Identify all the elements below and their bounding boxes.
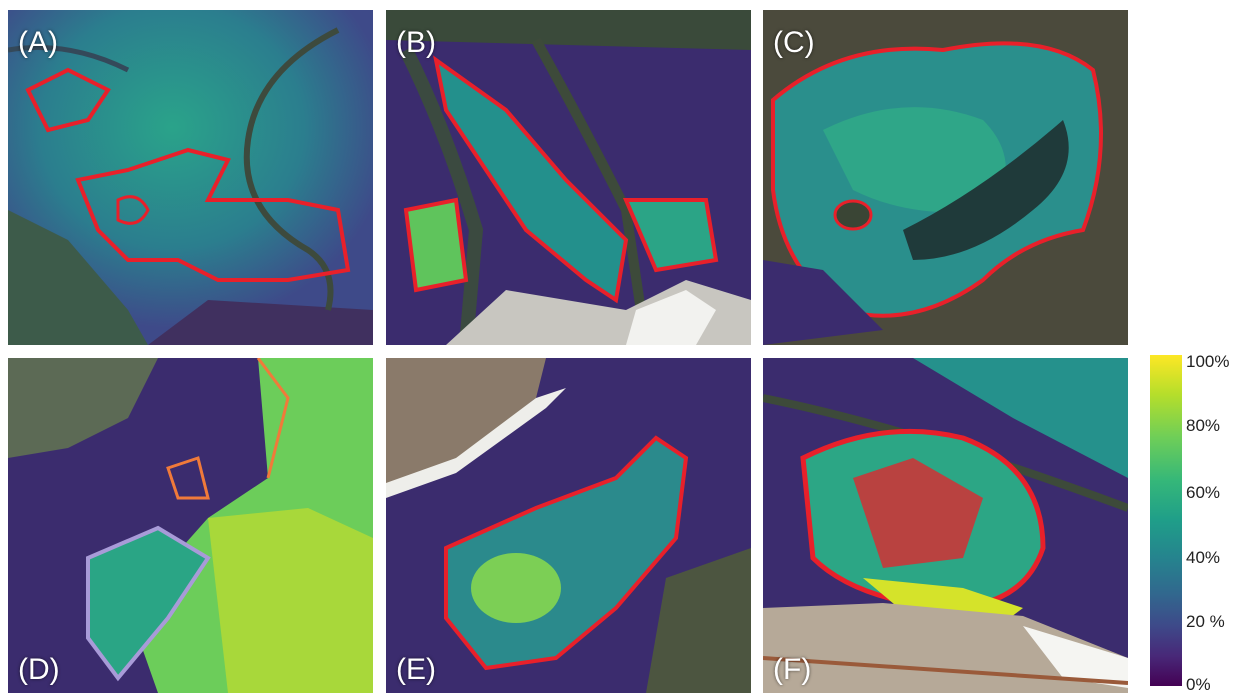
panel-a-image: [8, 10, 373, 345]
panel-b-image: [386, 10, 751, 345]
colorbar-tick-60: 60%: [1186, 483, 1221, 502]
panel-f: (F): [763, 358, 1128, 693]
colorbar-tick-20: 20 %: [1186, 612, 1225, 631]
panel-d-label: (D): [18, 653, 60, 686]
panel-c-label: (C): [773, 26, 815, 59]
panel-e-image: [386, 358, 751, 693]
panel-c-image: [763, 10, 1128, 345]
panel-b-label: (B): [396, 26, 436, 59]
panel-d-image: [8, 358, 373, 693]
panel-e: (E): [386, 358, 751, 693]
panel-f-label: (F): [773, 653, 812, 686]
colorbar: [1150, 355, 1182, 686]
panel-f-image: [763, 358, 1128, 693]
colorbar-tick-40: 40%: [1186, 548, 1221, 567]
panel-a-label: (A): [18, 26, 58, 59]
panel-e-label: (E): [396, 653, 436, 686]
panel-d: (D): [8, 358, 373, 693]
panel-b: (B): [386, 10, 751, 345]
colorbar-tick-80: 80%: [1186, 416, 1221, 435]
colorbar-tick-0: 0%: [1186, 675, 1211, 694]
colorbar-tick-100: 100%: [1186, 352, 1230, 371]
panel-c: (C): [763, 10, 1128, 345]
panel-a: (A): [8, 10, 373, 345]
